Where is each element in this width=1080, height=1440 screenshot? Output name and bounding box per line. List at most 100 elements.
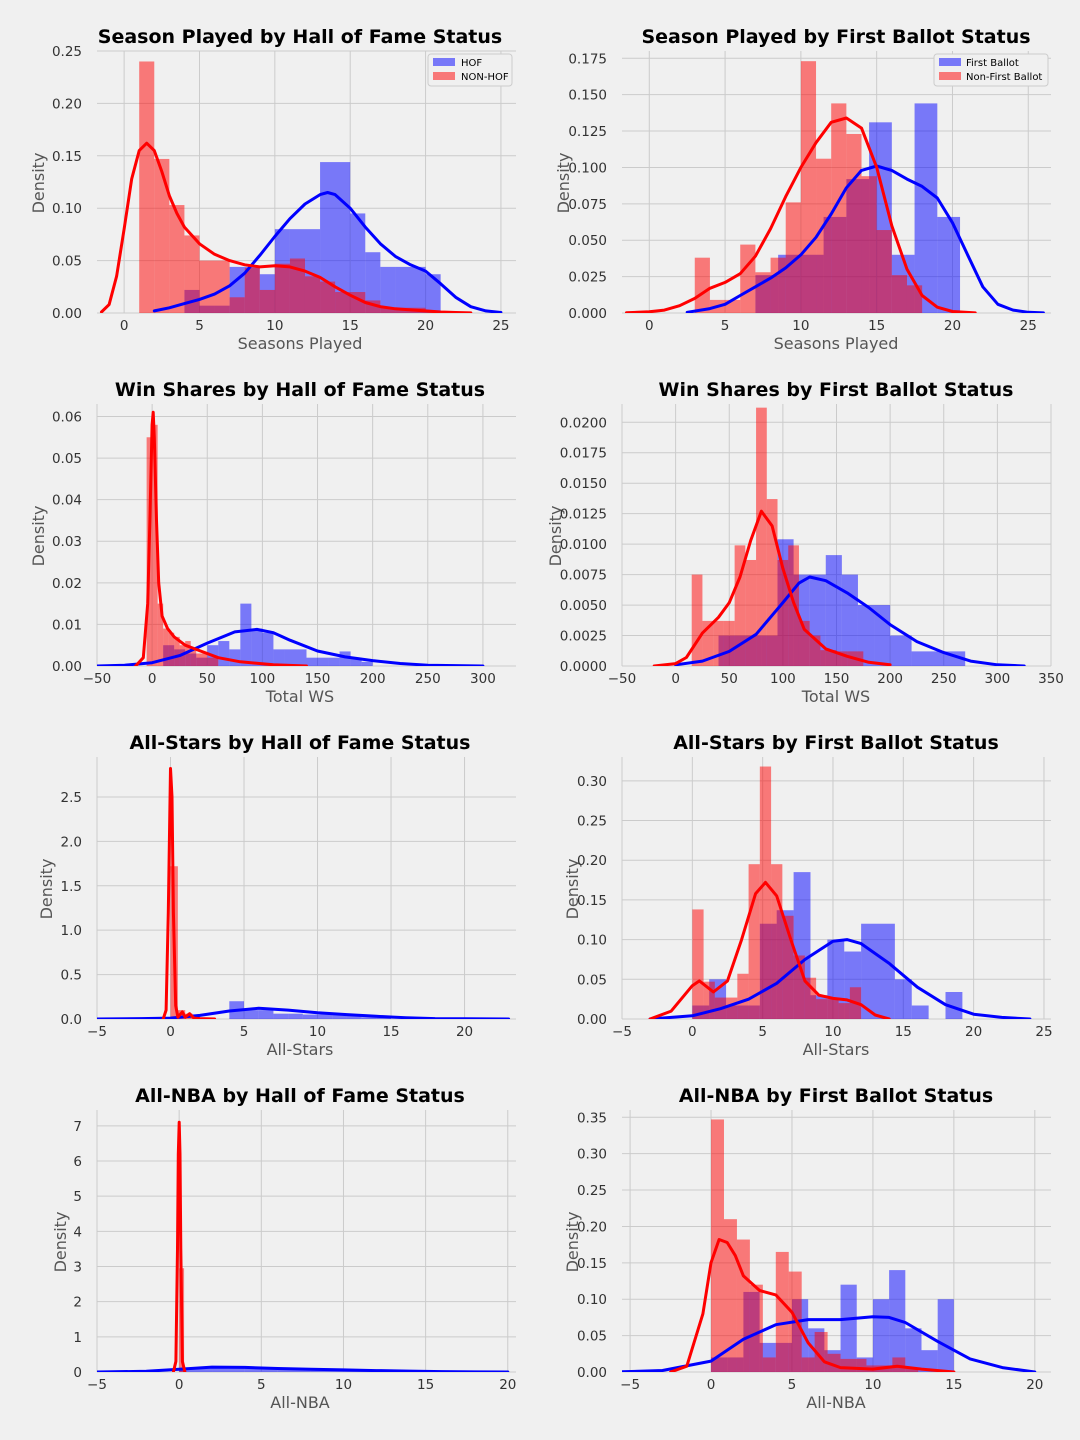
histogram-bar: [339, 651, 351, 666]
chart-title: Win Shares by First Ballot Status: [659, 379, 1014, 401]
subplot-allstars-hof: All-Stars by Hall of Fame Status All-Sta…: [37, 732, 470, 1059]
histogram-bar: [793, 955, 805, 1019]
histogram-bar: [139, 61, 155, 313]
y-tick-label: 0.20: [577, 853, 607, 869]
x-tick-label: 250: [931, 671, 957, 687]
y-tick-label: 1.0: [61, 923, 82, 939]
histogram-bar: [154, 158, 170, 313]
legend-label-nonhof: NON-HOF: [461, 72, 509, 83]
legend-swatch-non-first-ballot: [939, 72, 961, 80]
x-tick-label: 20: [499, 1377, 516, 1393]
y-tick-label: 0.05: [52, 451, 82, 467]
plot-1: 0 5 10 15 20 25 0.000 0.025 0.050 0.075 0.100 0.125…: [568, 51, 1051, 334]
y-tick-label: 0.000: [568, 306, 607, 322]
y-tick-label: 5: [73, 1189, 82, 1205]
histogram-bar: [906, 285, 923, 313]
legend-seasons-hof: HOF NON-HOF: [427, 53, 513, 87]
x-tick-label: 150: [824, 671, 850, 687]
histogram-bar: [185, 641, 191, 666]
histogram-bar: [770, 257, 786, 313]
y-tick-label: 0.0125: [560, 507, 607, 523]
y-tick-label: 4: [73, 1224, 82, 1240]
legend-box: [933, 53, 1049, 87]
subplot-allnba-firstballot: All-NBA by First Ballot Status All-NBA D…: [563, 1085, 993, 1412]
x-tick-label: 15: [895, 1024, 912, 1040]
histogram-bar: [218, 641, 230, 666]
plot-2: −50 0 50 100 150 200 250 300 0.00 0.01 0.02 0.03 0.0…: [52, 404, 516, 687]
plot-4: −5 0 5 10 15 20 0.0 0.5 1.0 1.5 2.0 2.5: [61, 757, 516, 1040]
y-tick-label: 0.100: [568, 160, 607, 176]
y-tick-label: 0.25: [52, 44, 82, 60]
kde-line: [134, 410, 308, 666]
histogram-bar: [361, 1017, 377, 1019]
histogram-bar: [190, 649, 197, 666]
y-tick-label: 0.0150: [560, 476, 607, 492]
histogram-bar: [262, 632, 274, 666]
y-tick-label: 0.050: [568, 233, 607, 249]
x-axis-label: All-NBA: [270, 1393, 330, 1412]
histogram-bar: [831, 103, 847, 313]
kde-line: [669, 1238, 956, 1372]
legend-swatch-first-ballot: [939, 58, 961, 66]
x-tick-label: 300: [470, 671, 496, 687]
histogram-bar: [157, 603, 164, 666]
histogram-bar: [800, 61, 817, 313]
plot-6: −5 0 5 10 15 20 0 1 2 3 4 5 6 7: [73, 1110, 516, 1393]
plot-data: [100, 61, 503, 313]
histogram-bar: [914, 103, 938, 313]
x-tick-label: 350: [1038, 671, 1064, 687]
y-tick-label: 0.0175: [560, 446, 607, 462]
y-tick-label: 0.150: [568, 88, 607, 104]
x-tick-label: 10: [864, 1377, 881, 1393]
x-tick-label: 0: [671, 671, 680, 687]
y-tick-label: 0.00: [577, 1012, 607, 1028]
plot-data: [652, 407, 1026, 666]
y-tick-label: 0.01: [52, 617, 82, 633]
histogram-bar: [945, 992, 963, 1019]
plot-data: [97, 410, 485, 666]
histogram-bar: [284, 649, 296, 666]
histogram-bar: [937, 1299, 954, 1372]
y-tick-label: 0.025: [568, 270, 607, 286]
histogram-bar: [838, 1003, 850, 1019]
histogram-bar: [759, 766, 772, 1019]
histogram-bar: [702, 620, 714, 666]
plot-5: −5 0 5 10 15 20 25 0.00 0.05 0.10 0.15 0.20 0.25 0.30: [577, 757, 1053, 1040]
histogram-bar: [350, 213, 366, 313]
kde-line: [674, 575, 1026, 666]
histogram-bar: [332, 1014, 347, 1019]
y-tick-label: 0.0050: [560, 598, 607, 614]
histogram-bar: [921, 1350, 938, 1372]
x-tick-label: 50: [721, 671, 738, 687]
y-tick-label: 0.05: [577, 972, 607, 988]
histogram-bar: [804, 977, 817, 1019]
histogram-bar: [827, 999, 839, 1019]
histogram-bar: [320, 281, 336, 313]
histogram-bar: [894, 979, 912, 1019]
histogram-bar: [777, 559, 789, 666]
y-tick-label: 0.30: [577, 774, 607, 790]
histogram-bar: [184, 235, 200, 313]
plot-data: [622, 1119, 1037, 1372]
chart-title: All-Stars by First Ballot Status: [673, 732, 999, 754]
histogram-bar: [346, 1014, 362, 1019]
x-tick-label: −50: [608, 671, 637, 687]
histogram-bar: [328, 657, 340, 666]
x-tick-label: 15: [945, 1377, 962, 1393]
x-tick-label: 10: [824, 1024, 841, 1040]
histogram-bar: [749, 1284, 763, 1372]
y-tick-label: 0: [73, 1365, 82, 1381]
kde-line: [648, 938, 1032, 1019]
histogram-bar: [816, 999, 828, 1019]
x-tick-label: 0: [148, 671, 157, 687]
x-axis-label: All-NBA: [806, 1393, 866, 1412]
x-tick-label: 10: [335, 1377, 352, 1393]
x-tick-label: −5: [87, 1024, 107, 1040]
histogram-bar: [295, 649, 307, 666]
histogram-bar: [703, 981, 715, 1019]
subplot-allnba-hof: All-NBA by Hall of Fame Status All-NBA D…: [51, 1085, 465, 1412]
kde-line: [161, 767, 217, 1019]
x-tick-label: 0: [175, 1377, 184, 1393]
histogram-bar: [302, 1014, 318, 1019]
x-tick-label: 5: [257, 1377, 266, 1393]
